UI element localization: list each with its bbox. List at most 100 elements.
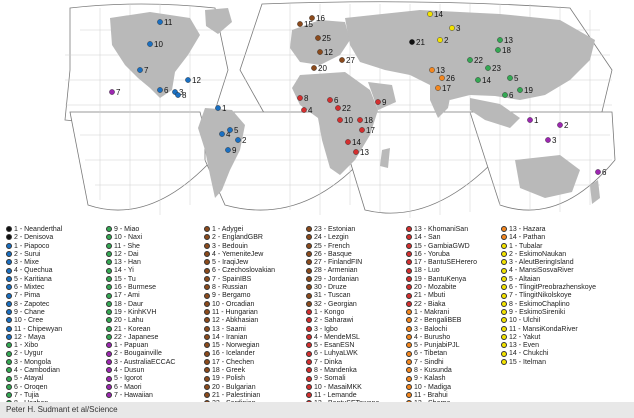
legend-dot-icon	[204, 383, 210, 390]
legend-dot-icon	[306, 234, 312, 241]
legend-label: 30 - Druze	[314, 284, 347, 292]
sample-label: 22	[474, 56, 483, 65]
legend-label: 10 - UlchiI	[509, 317, 541, 325]
legend-dot-icon	[306, 325, 312, 332]
legend-label: 1 - Adygei	[212, 226, 244, 233]
legend-entry: 2 - BengaliBEB	[406, 317, 477, 325]
legend-entry: 8 - Russian	[204, 284, 275, 292]
sample-point	[339, 57, 345, 63]
legend-label: 4 - Quechua	[14, 267, 53, 275]
legend-label: 5 - Atayal	[14, 375, 44, 383]
legend-dot-icon	[204, 309, 210, 316]
legend-label: 3 - AustraliaECCAC	[114, 358, 176, 366]
legend-label: 4 - Dusun	[114, 367, 145, 375]
sample-point	[353, 149, 359, 155]
sample-point	[225, 147, 231, 153]
legend-dot-icon	[406, 367, 412, 374]
legend-label: 2 - Saharawi	[314, 317, 354, 325]
legend-dot-icon	[306, 350, 312, 357]
legend-label: 5 - Altaian	[509, 275, 541, 283]
legend-label: 11 - Lemande	[314, 391, 357, 399]
legend-dot-icon	[501, 267, 507, 274]
legend-label: 25 - French	[314, 242, 350, 250]
sample-point	[507, 75, 513, 81]
legend-label: 9 - Kalash	[414, 375, 446, 383]
legend-entry: 13 - Hazara	[501, 226, 596, 234]
legend-dot-icon	[106, 317, 112, 324]
sample-label: 10	[154, 40, 163, 49]
legend-dot-icon	[501, 226, 507, 233]
new-zealand	[590, 180, 600, 204]
legend-label: 7 - Dinka	[314, 358, 343, 366]
legend-dot-icon	[501, 317, 507, 324]
legend-entry: 10 - Orcadian	[204, 301, 275, 309]
legend-label: 15 - Itelman	[509, 358, 546, 366]
legend-entry: 5 - EsanESN	[306, 342, 379, 350]
legend-dot-icon	[204, 292, 210, 299]
sample-point	[345, 139, 351, 145]
legend-dot-icon	[106, 292, 112, 299]
legend-entry: 15 - Tu	[106, 276, 175, 284]
legend-entry: 14 - San	[406, 234, 477, 242]
sample-label: 10	[344, 116, 353, 125]
legend-label: 26 - Basque	[314, 250, 352, 258]
sample-point	[297, 21, 303, 27]
sample-label: 12	[192, 76, 201, 85]
sample-point	[337, 117, 343, 123]
legend-label: 31 - Tuscan	[314, 292, 351, 300]
legend-dot-icon	[6, 392, 12, 399]
legend-dot-icon	[6, 226, 12, 233]
legend-dot-icon	[106, 259, 112, 266]
legend-dot-icon	[406, 226, 412, 233]
sample-label: 15	[304, 20, 313, 29]
asia	[345, 10, 595, 100]
legend-entry: 21 - Palestinian	[204, 392, 275, 400]
sample-label: 8	[304, 94, 309, 103]
sample-label: 23	[492, 64, 501, 73]
legend-entry: 1 - Neanderthal	[6, 226, 62, 234]
legend-entry: 7 - Tujia	[6, 392, 62, 400]
legend-label: 27 - FinlandFIN	[314, 259, 363, 267]
sample-label: 13	[360, 148, 369, 157]
sample-point	[317, 49, 323, 55]
legend-label: 13 - Saami	[212, 325, 246, 333]
legend-entry: 3 - Balochi	[406, 326, 477, 334]
sample-point	[517, 87, 523, 93]
legend-label: 10 - MasaiMKK	[314, 383, 362, 391]
legend-label: 5 - PunjabiPJL	[414, 342, 460, 350]
sample-label: 7	[116, 88, 121, 97]
legend-entry: 32 - Georgian	[306, 301, 379, 309]
legend-entry: 16 - Burmese	[106, 284, 175, 292]
india	[430, 85, 452, 118]
legend-dot-icon	[204, 267, 210, 274]
legend-dot-icon	[501, 242, 507, 249]
legend-dot-icon	[501, 350, 507, 357]
legend-dot-icon	[106, 284, 112, 291]
sample-label: 2	[444, 36, 449, 45]
sample-label: 21	[416, 38, 425, 47]
sample-point	[359, 127, 365, 133]
legend-dot-icon	[6, 317, 12, 324]
legend-label: 8 - Russian	[212, 284, 248, 292]
sample-label: 5	[234, 126, 239, 135]
sample-point	[495, 47, 501, 53]
legend-dot-icon	[6, 342, 12, 349]
sample-label: 12	[324, 48, 333, 57]
legend-label: 2 - Denisova	[14, 234, 54, 242]
sample-point	[435, 85, 441, 91]
legend-dot-icon	[106, 267, 112, 274]
legend-label: 4 - YemeniteJew	[212, 250, 264, 258]
legend-dot-icon	[6, 267, 12, 274]
legend-dot-icon	[6, 325, 12, 332]
legend-label: 8 - EskimoChaplino	[509, 300, 570, 308]
legend-dot-icon	[106, 342, 112, 349]
legend-dot-icon	[204, 234, 210, 241]
legend-entry: 6 - Mixtec	[6, 284, 62, 292]
legend-entry: 15 - Itelman	[501, 359, 596, 367]
legend-label: 17 - BantuSEHerero	[414, 259, 478, 267]
legend-entry: 12 - Yakut	[501, 334, 596, 342]
sample-label: 13	[436, 66, 445, 75]
legend-entry: 16 - Icelander	[204, 350, 275, 358]
legend-entry: 5 - Atayal	[6, 375, 62, 383]
sample-label: 22	[342, 104, 351, 113]
